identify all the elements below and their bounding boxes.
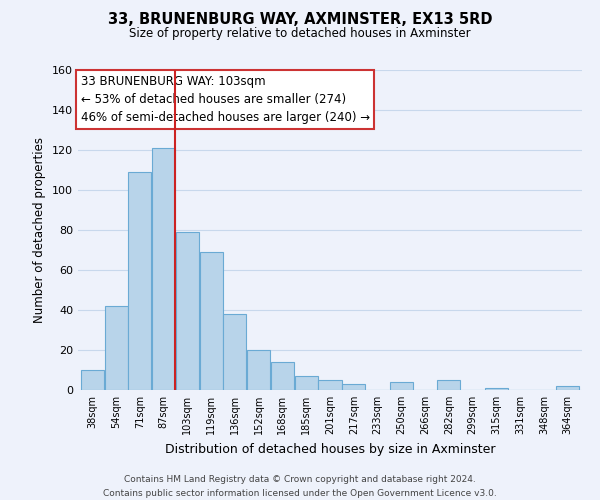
- Bar: [176, 232, 199, 390]
- Bar: [128, 172, 151, 390]
- Bar: [485, 388, 508, 390]
- Bar: [200, 252, 223, 390]
- Bar: [342, 384, 365, 390]
- Bar: [271, 362, 294, 390]
- Bar: [390, 382, 413, 390]
- Bar: [223, 314, 247, 390]
- Text: Contains HM Land Registry data © Crown copyright and database right 2024.
Contai: Contains HM Land Registry data © Crown c…: [103, 476, 497, 498]
- Text: 33 BRUNENBURG WAY: 103sqm
← 53% of detached houses are smaller (274)
46% of semi: 33 BRUNENBURG WAY: 103sqm ← 53% of detac…: [80, 75, 370, 124]
- Bar: [319, 380, 341, 390]
- Bar: [556, 386, 579, 390]
- Bar: [152, 148, 175, 390]
- Bar: [247, 350, 270, 390]
- Bar: [81, 370, 104, 390]
- Text: Size of property relative to detached houses in Axminster: Size of property relative to detached ho…: [129, 28, 471, 40]
- Y-axis label: Number of detached properties: Number of detached properties: [34, 137, 46, 323]
- Bar: [104, 306, 128, 390]
- Text: 33, BRUNENBURG WAY, AXMINSTER, EX13 5RD: 33, BRUNENBURG WAY, AXMINSTER, EX13 5RD: [108, 12, 492, 28]
- Bar: [437, 380, 460, 390]
- Bar: [295, 376, 318, 390]
- X-axis label: Distribution of detached houses by size in Axminster: Distribution of detached houses by size …: [165, 442, 495, 456]
